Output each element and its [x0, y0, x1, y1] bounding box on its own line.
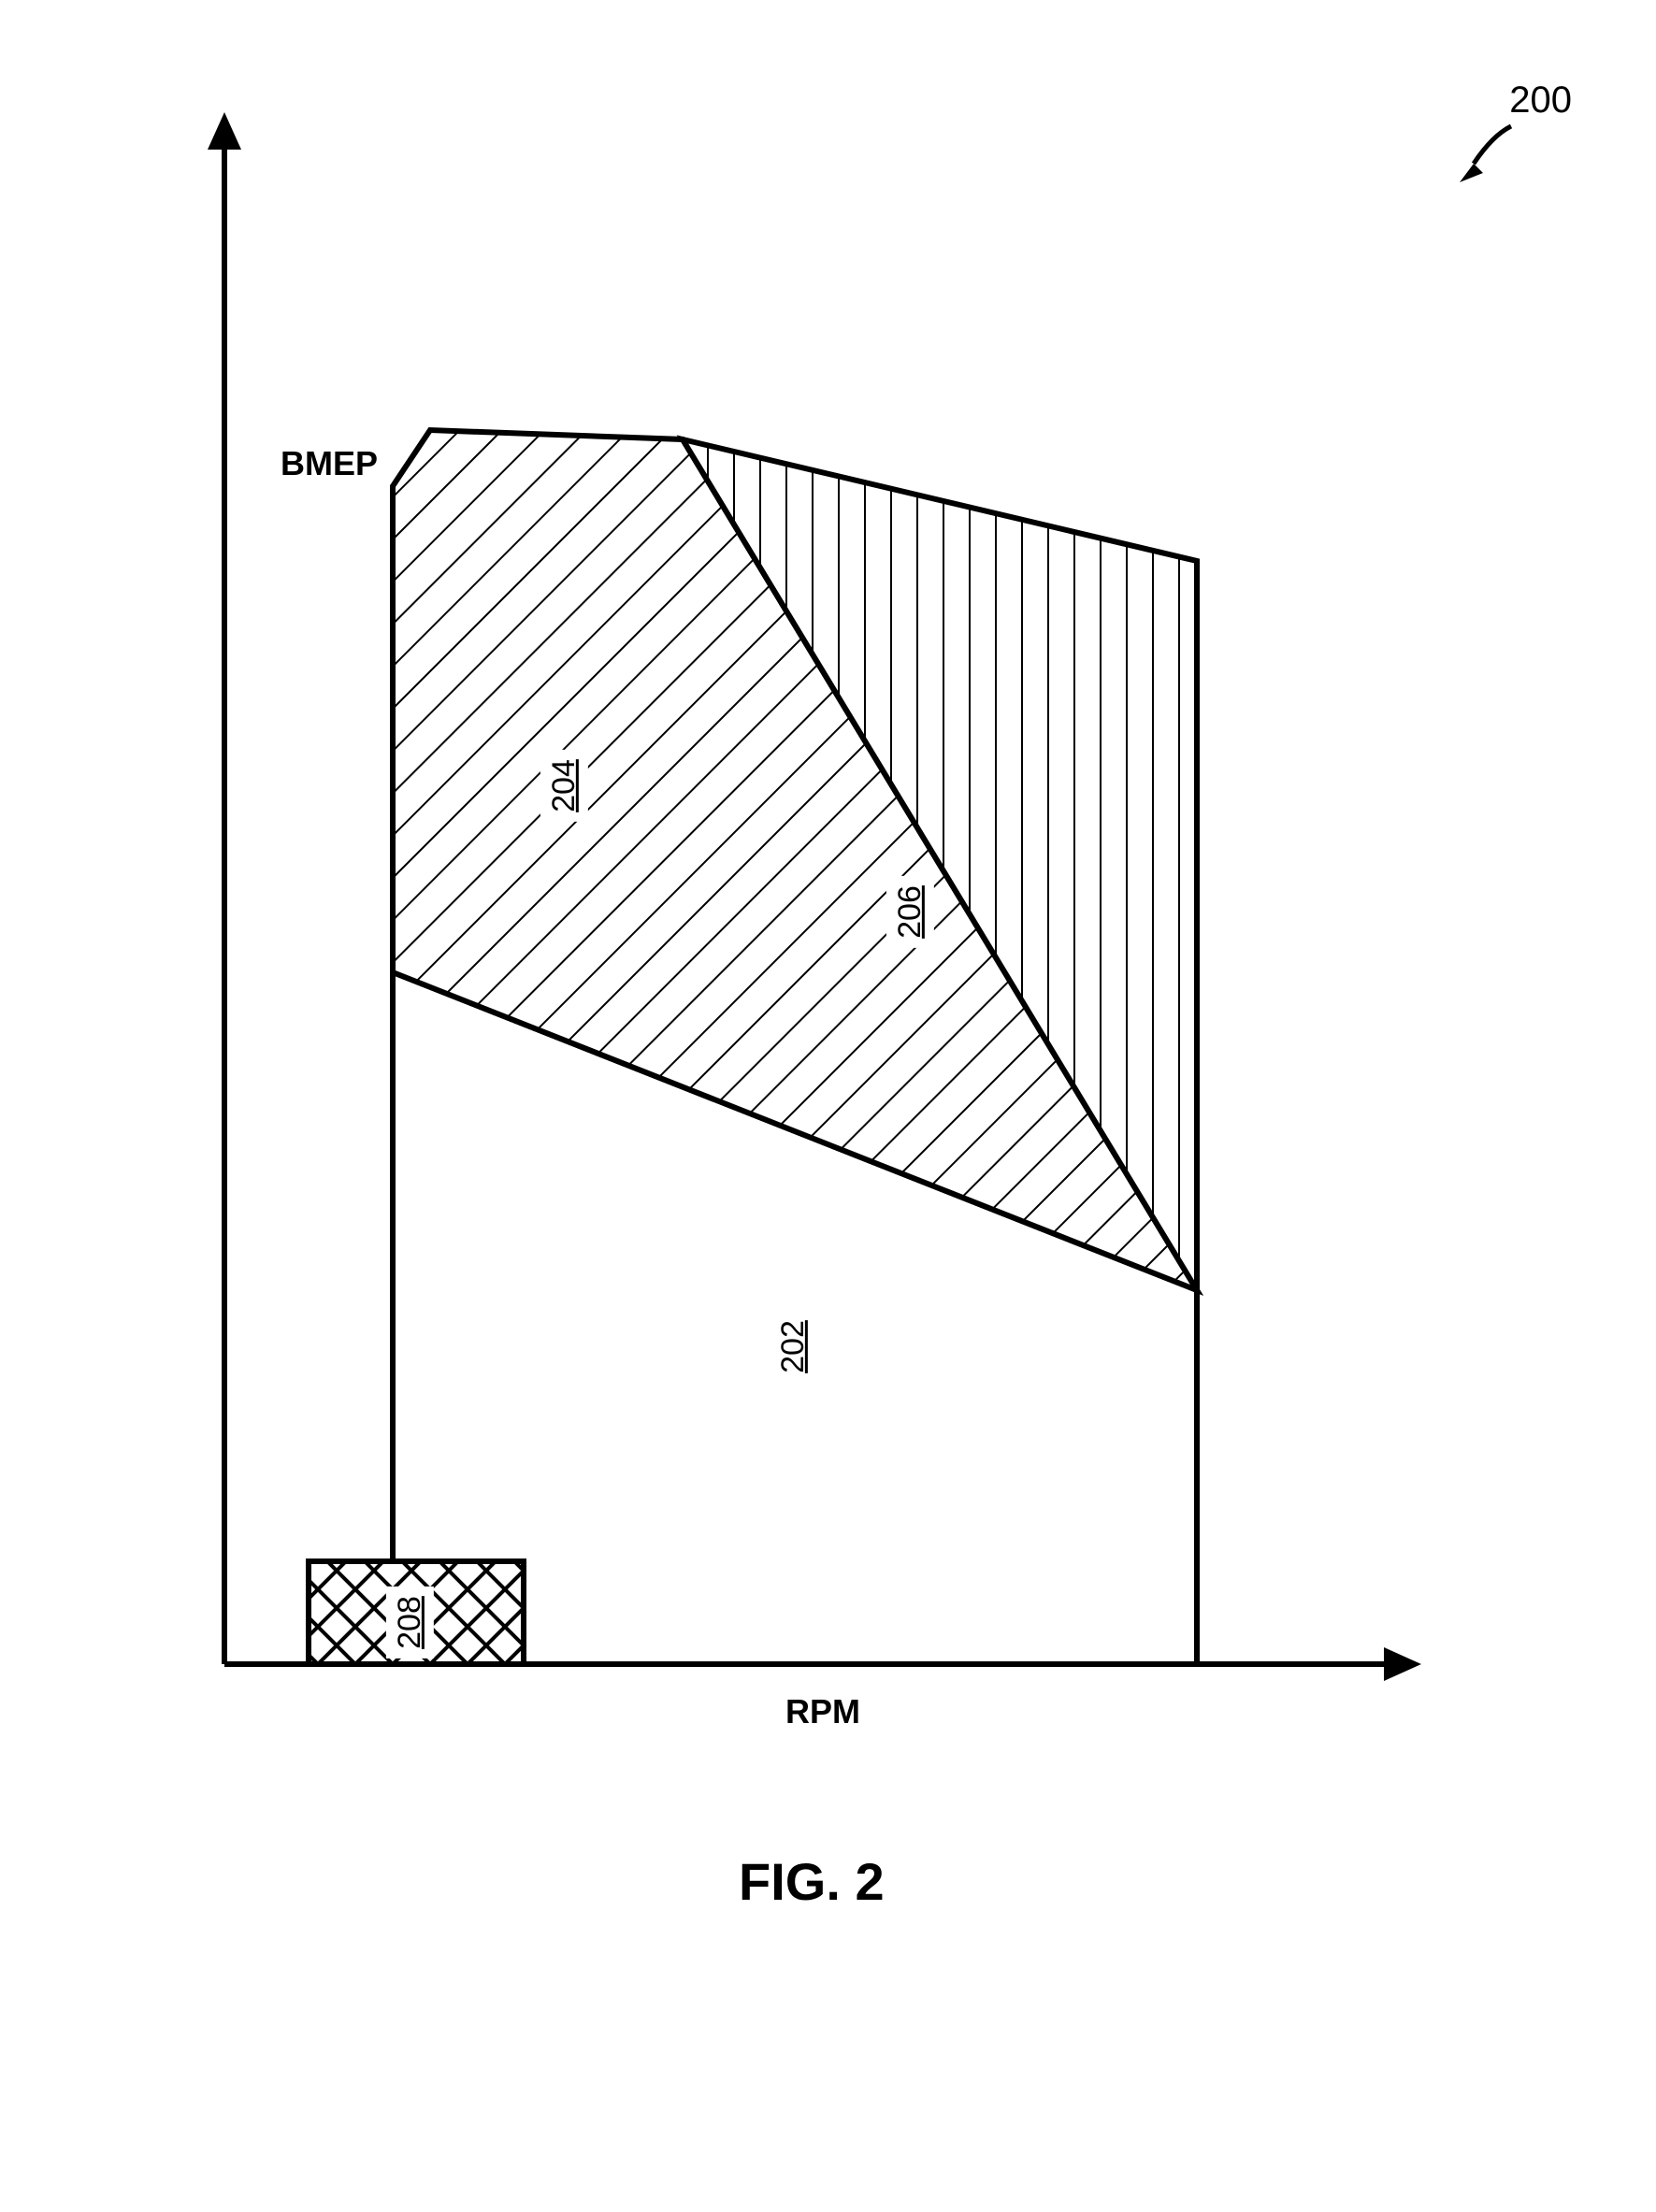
label-208-text: 208 — [392, 1596, 427, 1649]
label-202-text: 202 — [775, 1320, 811, 1373]
label-208: 208 — [386, 1587, 434, 1659]
x-axis-label-text: RPM — [785, 1692, 860, 1731]
chart-svg — [0, 0, 1656, 1870]
label-206: 206 — [886, 876, 934, 948]
label-204-text: 204 — [546, 759, 582, 812]
figure-caption: FIG. 2 — [739, 1851, 885, 1912]
x-axis-label: RPM — [785, 1692, 860, 1731]
label-204: 204 — [540, 750, 588, 822]
diagram-root: 200 — [0, 0, 1656, 2212]
y-axis-label: BMEP — [281, 444, 378, 483]
label-202: 202 — [770, 1311, 817, 1383]
y-axis-label-text: BMEP — [281, 444, 378, 482]
label-206-text: 206 — [892, 885, 928, 939]
figure-caption-text: FIG. 2 — [739, 1852, 885, 1911]
